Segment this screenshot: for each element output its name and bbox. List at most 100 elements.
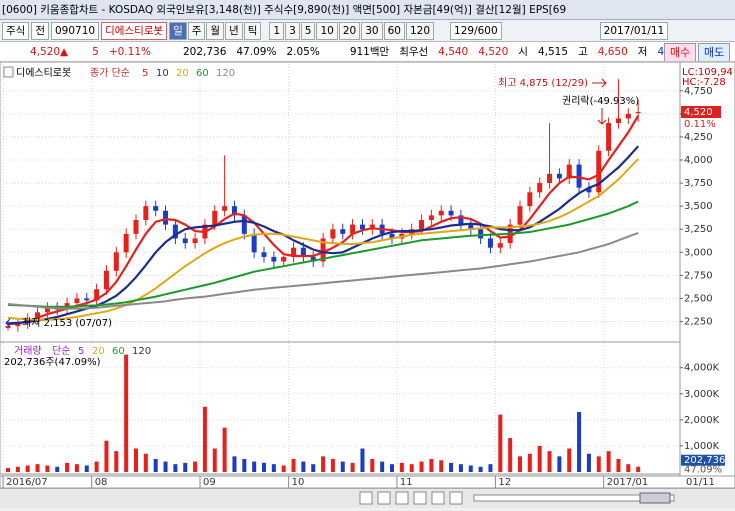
high-annotation: 최고 4,875 (12/29) (498, 77, 588, 89)
volume-bar (143, 453, 148, 472)
low-label: 저 (637, 46, 648, 58)
prev-select[interactable]: 전 (31, 21, 49, 40)
period-button[interactable]: 월 (206, 21, 225, 40)
y-tick-label: 2,750 (684, 270, 713, 281)
best-ask: 4,540 (438, 45, 469, 58)
candle-body (487, 238, 493, 248)
candle-body (625, 113, 631, 119)
interval-button[interactable]: 3 (285, 21, 300, 40)
legend-entry: 60 (112, 346, 125, 357)
volume-bar (458, 464, 463, 472)
volume-bar (193, 461, 198, 472)
interval-button[interactable]: 30 (361, 21, 383, 40)
period-button[interactable]: 주 (187, 21, 206, 40)
candle-body (350, 224, 356, 234)
interval-button[interactable]: 60 (383, 21, 405, 40)
candle-body (291, 247, 297, 257)
volume-bar (262, 462, 266, 472)
volume-bar (616, 458, 621, 472)
last-change-label: 0.11% (684, 119, 716, 130)
volume-subtitle: 202,736주(47.09%) (4, 357, 101, 368)
y-tick-label: 2,500 (684, 293, 713, 304)
candle-body (281, 256, 287, 262)
window-title: [0600] 키움종합차트 - KOSDAQ 외국인보유[3,148(천)] 주… (2, 4, 567, 16)
candle-body (527, 192, 533, 207)
buy-button[interactable]: 매수 (664, 43, 697, 61)
candle-body (586, 187, 592, 193)
candle-body (163, 210, 169, 225)
count: 129/600 (450, 21, 502, 40)
scroll-track[interactable] (473, 494, 675, 502)
open-label: 시 (518, 46, 528, 58)
interval-button[interactable]: 20 (338, 21, 361, 40)
candle-body (566, 164, 572, 179)
volume-bar (567, 448, 572, 472)
y-tick-label: 2,250 (684, 317, 713, 328)
y-tick-label: 3,000 (684, 247, 713, 258)
volume-bar (340, 461, 345, 472)
interval-button[interactable]: 10 (316, 21, 338, 40)
annotation-arrow (592, 78, 607, 88)
volume-bar (173, 464, 178, 472)
volume-bar (636, 466, 641, 472)
volume-bar (84, 465, 89, 472)
volume-bar (163, 461, 168, 472)
control-button[interactable] (449, 491, 463, 505)
control-button[interactable] (413, 491, 427, 505)
candle-body (153, 206, 159, 211)
y-tick-label: 1,000K (684, 441, 720, 452)
x-tick-label: 2016/07 (6, 477, 48, 488)
volume-bar (508, 438, 513, 472)
volume-bar (321, 456, 326, 472)
candle-body (340, 229, 346, 234)
sell-button[interactable]: 매도 (698, 43, 731, 61)
period-button[interactable]: 일 (169, 21, 187, 40)
interval-button[interactable]: 5 (300, 21, 316, 40)
x-end-label: 01/11 (686, 477, 715, 488)
candle-body (5, 326, 11, 328)
market-select[interactable]: 주식 (2, 21, 30, 40)
period-button[interactable]: 틱 (243, 21, 262, 40)
candle-body (428, 215, 434, 220)
candle-body (143, 206, 149, 220)
candle-body (615, 118, 621, 124)
volume-bar (291, 458, 296, 472)
candle-body (556, 173, 562, 179)
stock-name[interactable]: 디에스티로봇 (101, 21, 168, 40)
volume-bar (606, 451, 611, 472)
volume-bar (222, 427, 227, 472)
control-button[interactable] (431, 491, 445, 505)
candle-body (172, 224, 178, 239)
volume-bar (104, 440, 109, 472)
volume-bar (370, 458, 375, 472)
period-button[interactable]: 년 (225, 21, 243, 40)
volume-bar (399, 462, 404, 472)
control-button[interactable] (395, 491, 409, 505)
volume-bar (35, 464, 40, 472)
code-input[interactable]: 090710 (51, 21, 100, 40)
volume-bar (527, 453, 532, 472)
date-input[interactable]: 2017/01/11 (599, 21, 669, 40)
legend-entry: 5 (142, 68, 148, 79)
control-button[interactable] (377, 491, 391, 505)
control-button[interactable] (359, 491, 373, 505)
scroll-controls (359, 491, 675, 505)
candle-body (389, 233, 395, 239)
legend-entry: 20 (176, 68, 189, 79)
candle-body (517, 206, 523, 225)
volume-bar (596, 456, 601, 472)
last-volume-box (681, 454, 725, 466)
scroll-thumb[interactable] (639, 492, 671, 504)
volume-bar (498, 414, 503, 472)
interval-button[interactable]: 1 (269, 21, 285, 40)
volume-bar (153, 458, 158, 472)
interval-button[interactable]: 120 (405, 21, 435, 40)
volume-bar (547, 451, 552, 472)
volume-bar (518, 456, 522, 472)
volume-panel (0, 341, 681, 475)
volume-bar (183, 462, 188, 472)
x-tick-label: 09 (203, 477, 216, 488)
candle-body (537, 183, 543, 193)
candle-body (448, 210, 454, 216)
